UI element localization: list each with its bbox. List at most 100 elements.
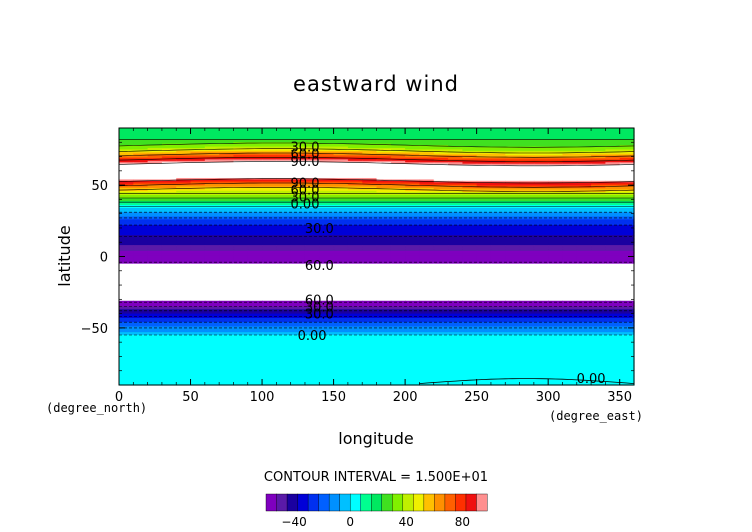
heatmap-cell bbox=[119, 319, 134, 322]
heatmap-cell bbox=[161, 147, 177, 151]
heatmap-cell bbox=[362, 237, 378, 240]
heatmap-cell bbox=[548, 227, 564, 230]
heatmap-cell bbox=[219, 162, 235, 165]
heatmap-cell bbox=[505, 173, 521, 176]
heatmap-cell bbox=[533, 230, 549, 233]
heatmap-cell bbox=[347, 275, 363, 278]
heatmap-cell bbox=[490, 323, 506, 326]
heatmap-cell bbox=[533, 243, 549, 246]
heatmap-cell bbox=[219, 276, 235, 279]
heatmap-cell bbox=[376, 222, 392, 225]
heatmap-cell bbox=[333, 283, 349, 286]
heatmap-cell bbox=[390, 217, 406, 220]
heatmap-cell bbox=[533, 217, 549, 220]
heatmap-cell bbox=[490, 229, 506, 232]
heatmap-cell bbox=[176, 187, 192, 190]
heatmap-cell bbox=[605, 252, 621, 255]
heatmap-cell bbox=[347, 203, 363, 206]
heatmap-cell bbox=[176, 179, 192, 182]
heatmap-cell bbox=[419, 253, 435, 256]
heatmap-cell bbox=[505, 263, 521, 266]
heatmap-cell bbox=[247, 179, 263, 182]
heatmap-cell bbox=[219, 310, 235, 313]
heatmap-cell bbox=[376, 299, 392, 302]
heatmap-cell bbox=[548, 279, 564, 282]
heatmap-cell bbox=[591, 236, 606, 239]
heatmap-cell bbox=[405, 317, 421, 320]
heatmap-cell bbox=[376, 263, 392, 266]
heatmap-cell bbox=[533, 313, 549, 316]
heatmap-cell bbox=[276, 170, 292, 173]
heatmap-cell bbox=[576, 246, 592, 249]
heatmap-cell bbox=[419, 132, 435, 135]
heatmap-cell bbox=[119, 143, 134, 146]
heatmap-cell bbox=[605, 170, 621, 173]
heatmap-cell bbox=[448, 263, 463, 266]
heatmap-cell bbox=[233, 302, 249, 305]
heatmap-cell bbox=[247, 207, 263, 210]
heatmap-cell bbox=[219, 146, 235, 149]
heatmap-cell bbox=[176, 166, 192, 169]
heatmap-cell bbox=[276, 273, 292, 276]
heatmap-cell bbox=[219, 303, 235, 306]
heatmap-cell bbox=[448, 128, 463, 131]
heatmap-cell bbox=[533, 193, 549, 196]
heatmap-cell bbox=[548, 167, 564, 171]
heatmap-cell bbox=[333, 260, 349, 263]
heatmap-cell bbox=[190, 260, 206, 263]
heatmap-cell bbox=[276, 140, 292, 143]
heatmap-cell bbox=[176, 302, 192, 305]
heatmap-cell bbox=[533, 206, 549, 209]
heatmap-cell bbox=[562, 272, 578, 275]
heatmap-cell bbox=[605, 256, 621, 259]
heatmap-cell bbox=[176, 227, 192, 230]
heatmap-cell bbox=[405, 176, 421, 179]
heatmap-cell bbox=[204, 273, 220, 276]
heatmap-cell bbox=[147, 192, 163, 195]
heatmap-cell bbox=[448, 243, 463, 246]
heatmap-cell bbox=[262, 176, 277, 179]
heatmap-cell bbox=[490, 270, 506, 273]
heatmap-cell bbox=[490, 277, 506, 280]
heatmap-cell bbox=[247, 128, 263, 131]
heatmap-cell bbox=[376, 226, 392, 229]
heatmap-cell bbox=[147, 137, 163, 141]
heatmap-cell bbox=[219, 176, 235, 179]
heatmap-cell bbox=[562, 305, 578, 308]
heatmap-cell bbox=[433, 233, 449, 236]
heatmap-cell bbox=[362, 275, 378, 278]
heatmap-cell bbox=[505, 240, 521, 243]
heatmap-cell bbox=[576, 263, 592, 266]
heatmap-cell bbox=[462, 153, 478, 156]
heatmap-cell bbox=[161, 207, 177, 210]
heatmap-cell bbox=[505, 195, 521, 198]
heatmap-cell bbox=[490, 252, 506, 255]
heatmap-cell bbox=[605, 142, 621, 145]
heatmap-cell bbox=[147, 160, 163, 163]
heatmap-cell bbox=[290, 263, 306, 266]
heatmap-cell bbox=[462, 205, 478, 208]
heatmap-cell bbox=[605, 183, 621, 186]
heatmap-cell bbox=[333, 266, 349, 269]
heatmap-cell bbox=[490, 167, 506, 171]
heatmap-cell bbox=[119, 262, 134, 265]
heatmap-cell bbox=[190, 305, 206, 308]
heatmap-cell bbox=[290, 180, 306, 183]
heatmap-cell bbox=[462, 243, 478, 246]
heatmap-cell bbox=[548, 220, 564, 223]
heatmap-cell bbox=[147, 273, 163, 276]
heatmap-cell bbox=[533, 245, 549, 248]
heatmap-cell bbox=[376, 156, 392, 159]
heatmap-cell bbox=[119, 216, 134, 219]
heatmap-cell bbox=[176, 217, 192, 220]
heatmap-cell bbox=[262, 253, 277, 256]
heatmap-cell bbox=[548, 130, 564, 133]
heatmap-cell bbox=[490, 272, 506, 275]
heatmap-cell bbox=[591, 172, 606, 175]
heatmap-cell bbox=[591, 290, 606, 293]
heatmap-cell bbox=[505, 166, 521, 169]
heatmap-cell bbox=[290, 217, 306, 220]
heatmap-cell bbox=[548, 176, 564, 179]
heatmap-cell bbox=[419, 152, 435, 155]
heatmap-cell bbox=[490, 186, 506, 189]
